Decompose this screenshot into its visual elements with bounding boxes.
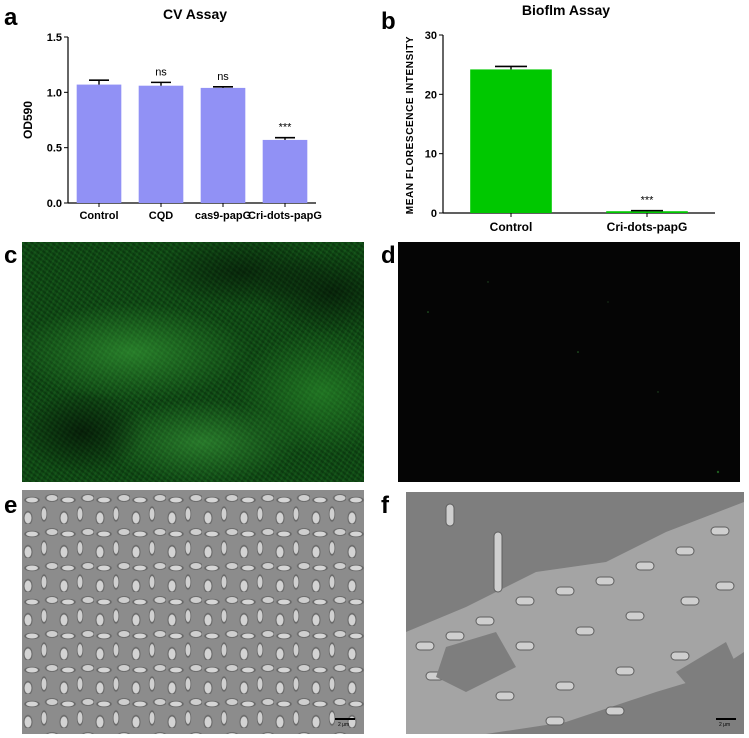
- fluorescence-speckles: [427, 281, 720, 474]
- bar-cri-dots-papg: [262, 139, 308, 203]
- biofilm-assay-chart: Bioflm Assay MEAN FLORESCENCE INTENSITY …: [405, 2, 715, 234]
- scale-bar-label: 2 μm: [719, 722, 731, 728]
- panel-label-e: e: [4, 492, 18, 519]
- significance-label: ***: [641, 195, 655, 207]
- bar-cri-dots-papg: [606, 211, 688, 213]
- scale-bar: [335, 718, 355, 720]
- chart-title: Bioflm Assay: [522, 2, 610, 18]
- bar-cqd: [138, 85, 184, 203]
- sem-image-treated: 2 μm: [406, 492, 744, 734]
- fluorescence-image-control: [22, 242, 364, 482]
- panel-label-f: f: [381, 492, 389, 519]
- bar-cas9-papg: [200, 87, 246, 203]
- y-tick-label: 1.0: [47, 87, 62, 99]
- cv-assay-chart: CV Assay OD590 0.0 0.5 1.0 1.5 Control CQD ns c…: [21, 6, 322, 222]
- sem-image-control: 2 μm: [22, 490, 364, 734]
- y-axis-label: MEAN FLORESCENCE INTENSITY: [405, 36, 416, 214]
- x-tick-label: Cri-dots-papG: [607, 220, 688, 234]
- panel-label-c: c: [4, 242, 18, 269]
- y-tick-label: 20: [425, 89, 437, 101]
- y-tick-label: 0: [431, 208, 437, 220]
- scale-bar: [716, 718, 736, 720]
- significance-label: ns: [217, 71, 229, 83]
- y-tick-label: 30: [425, 30, 437, 42]
- y-tick-label: 0.5: [47, 143, 62, 155]
- y-tick-label: 10: [425, 149, 437, 161]
- bar-control: [470, 69, 552, 213]
- chart-title: CV Assay: [163, 6, 227, 22]
- panel-label-d: d: [381, 242, 396, 269]
- x-tick-label: CQD: [149, 210, 174, 222]
- sem-bacteria-cluster: [406, 502, 744, 734]
- fluorescence-image-treated: [398, 242, 740, 482]
- y-tick-label: 1.5: [47, 32, 62, 44]
- bar-control: [76, 84, 122, 203]
- x-tick-label: cas9-papG: [195, 210, 251, 222]
- x-tick-label: Control: [490, 220, 533, 234]
- scale-bar-label: 2 μm: [338, 722, 350, 728]
- significance-label: ns: [155, 66, 167, 78]
- y-axis-label: OD590: [21, 101, 35, 139]
- x-tick-label: Control: [79, 210, 118, 222]
- panel-label-b: b: [381, 8, 396, 35]
- x-tick-label: Cri-dots-papG: [248, 210, 322, 222]
- panel-label-a: a: [4, 4, 18, 31]
- significance-label: ***: [279, 122, 293, 134]
- y-tick-label: 0.0: [47, 198, 62, 210]
